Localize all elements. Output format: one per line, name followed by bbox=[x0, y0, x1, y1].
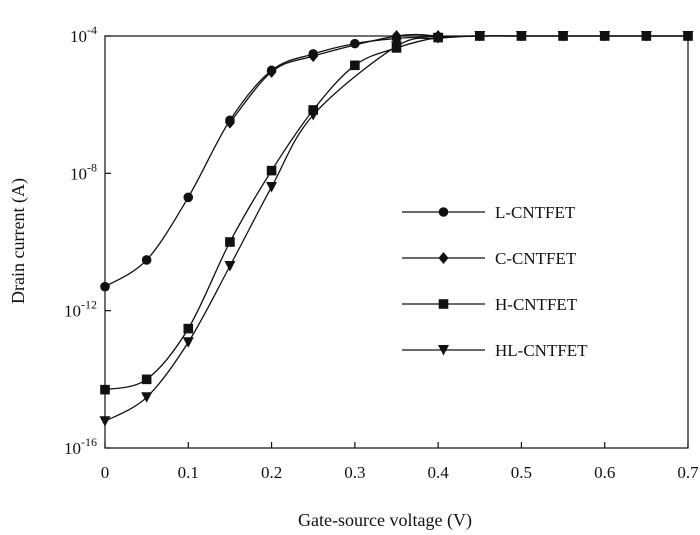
legend-item-h-cntfet: H-CNTFET bbox=[402, 295, 578, 314]
data-point-c-cntfet bbox=[391, 30, 402, 42]
legend-item-l-cntfet: L-CNTFET bbox=[402, 203, 576, 222]
data-point-h-cntfet bbox=[308, 105, 319, 115]
data-point-l-cntfet bbox=[183, 192, 194, 203]
series-c-cntfet bbox=[224, 30, 444, 129]
data-point-c-cntfet bbox=[266, 65, 277, 78]
legend-label: L-CNTFET bbox=[495, 203, 576, 222]
y-axis-title: Drain current (A) bbox=[8, 178, 29, 304]
series-l-cntfet bbox=[100, 31, 693, 292]
legend-item-c-cntfet: C-CNTFET bbox=[402, 249, 577, 268]
legend-marker bbox=[438, 207, 449, 217]
y-tick-label: 10-8 bbox=[70, 160, 97, 183]
legend-marker bbox=[438, 299, 449, 309]
data-point-h-cntfet bbox=[100, 384, 110, 395]
series-layer bbox=[99, 30, 694, 427]
x-tick-label: 0.6 bbox=[594, 463, 615, 482]
x-tick-label: 0.1 bbox=[178, 463, 199, 482]
x-tick-label: 0.4 bbox=[428, 463, 450, 482]
data-point-h-cntfet bbox=[141, 374, 152, 385]
y-tick-label: 10-16 bbox=[64, 435, 97, 458]
data-point-h-cntfet bbox=[266, 165, 277, 176]
data-point-c-cntfet bbox=[308, 50, 319, 63]
x-axis: 0 0.1 0.2 0.3 0.4 0.5 0.6 0.7 bbox=[101, 442, 699, 482]
data-point-hl-cntfet bbox=[599, 31, 611, 42]
series-line-hl-cntfet bbox=[104, 35, 688, 422]
legend: L-CNTFET C-CNTFET H-CNTFET HL-CNTFET bbox=[402, 203, 588, 360]
series-line-l-cntfet bbox=[104, 35, 688, 288]
plot-frame bbox=[104, 35, 689, 449]
y-axis: 10-4 10-8 10-12 10-16 bbox=[64, 23, 111, 458]
legend-label: C-CNTFET bbox=[495, 249, 577, 268]
data-point-h-cntfet bbox=[350, 60, 360, 71]
data-point-hl-cntfet bbox=[224, 260, 236, 272]
data-point-hl-cntfet bbox=[99, 416, 111, 427]
x-tick-label: 0.2 bbox=[261, 463, 282, 482]
data-point-hl-cntfet bbox=[474, 31, 486, 42]
data-point-hl-cntfet bbox=[515, 31, 527, 42]
data-point-l-cntfet bbox=[141, 255, 152, 265]
legend-label: H-CNTFET bbox=[495, 295, 578, 314]
plot-border bbox=[104, 35, 689, 449]
legend-marker bbox=[438, 345, 449, 356]
x-tick-label: 0.5 bbox=[511, 463, 532, 482]
data-point-c-cntfet bbox=[224, 116, 235, 129]
data-point-hl-cntfet bbox=[391, 41, 402, 52]
y-tick-label: 10-4 bbox=[70, 23, 97, 46]
x-tick-label: 0 bbox=[101, 463, 110, 482]
data-point-hl-cntfet bbox=[682, 31, 694, 42]
legend-item-hl-cntfet: HL-CNTFET bbox=[402, 341, 588, 360]
data-point-hl-cntfet bbox=[266, 181, 278, 193]
series-hl-cntfet bbox=[99, 31, 694, 427]
data-point-hl-cntfet bbox=[182, 337, 194, 348]
data-point-hl-cntfet bbox=[432, 33, 444, 44]
x-axis-title: Gate-source voltage (V) bbox=[298, 510, 472, 531]
data-point-hl-cntfet bbox=[141, 392, 153, 403]
data-point-h-cntfet bbox=[183, 323, 194, 334]
data-point-h-cntfet bbox=[225, 237, 235, 247]
data-point-hl-cntfet bbox=[640, 31, 652, 42]
x-tick-label: 0.7 bbox=[677, 463, 699, 482]
legend-label: HL-CNTFET bbox=[495, 341, 588, 360]
data-point-l-cntfet bbox=[100, 281, 110, 292]
data-point-hl-cntfet bbox=[307, 110, 319, 121]
x-tick-label: 0.3 bbox=[344, 463, 365, 482]
y-tick-label: 10-12 bbox=[64, 298, 97, 321]
legend-marker bbox=[438, 252, 449, 264]
data-point-hl-cntfet bbox=[557, 31, 569, 42]
